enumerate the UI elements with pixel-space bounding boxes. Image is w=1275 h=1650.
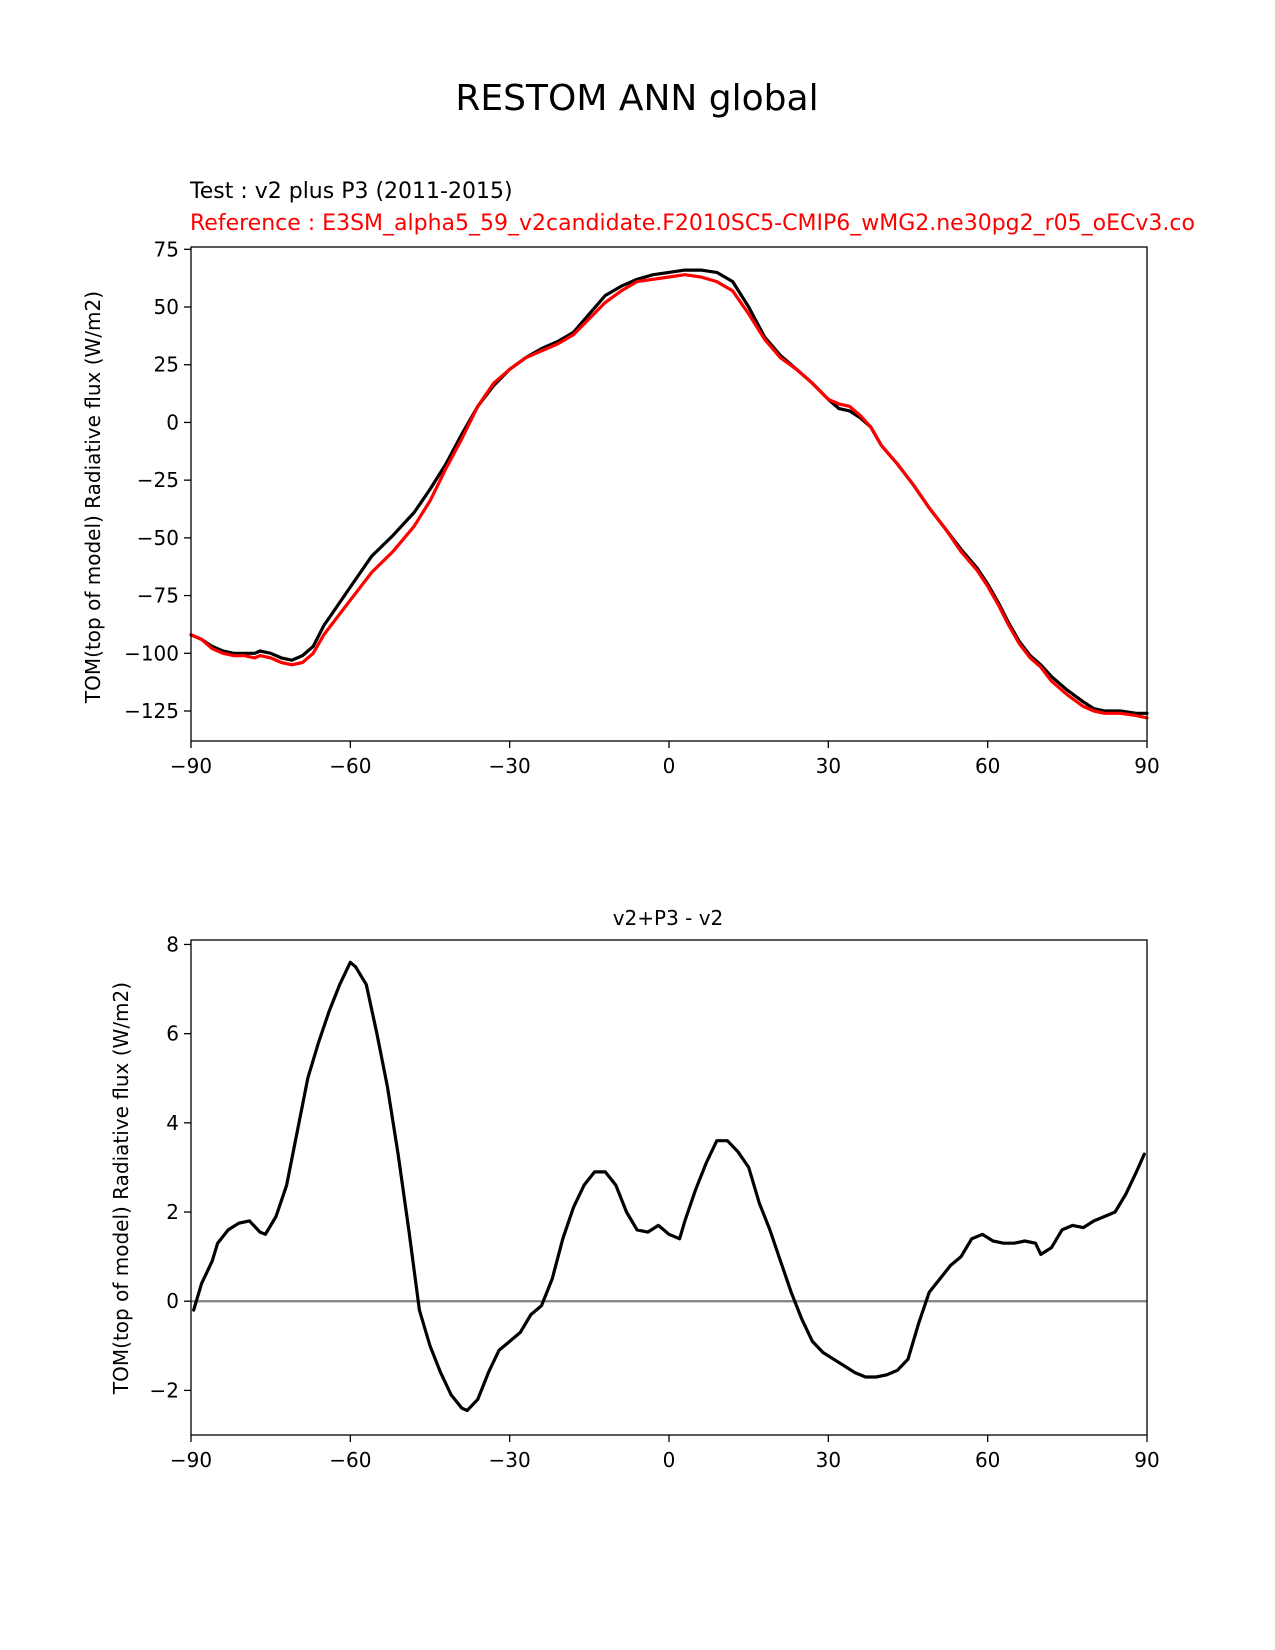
top-x-tick-label: 0 — [663, 754, 676, 778]
top-x-tick-label: 60 — [975, 754, 1000, 778]
top-y-axis-label: TOM(top of model) Radiative flux (W/m2) — [81, 291, 105, 704]
bottom-x-tick-label: 0 — [663, 1448, 676, 1472]
top-x-tick-label: −90 — [170, 754, 212, 778]
bottom-x-tick-label: 30 — [816, 1448, 841, 1472]
top-x-tick-label: −60 — [329, 754, 371, 778]
bottom-plot-area: −90 −60 −30 0 30 60 90 8 6 4 2 0 −2 — [150, 932, 1160, 1472]
top-y-tick-label: 0 — [166, 410, 179, 434]
top-plot-area: −90 −60 −30 0 30 60 90 75 50 25 0 −25 −50 −75 −100 −125 — [124, 237, 1160, 778]
top-y-tick-label: 25 — [154, 353, 179, 377]
top-x-tick-label: 30 — [816, 754, 841, 778]
top-x-tick-label: −30 — [489, 754, 531, 778]
top-y-tick-label: −100 — [124, 641, 179, 665]
top-y-tick-label: −50 — [137, 526, 179, 550]
bottom-series-v2-p3-v2 — [192, 960, 1146, 1413]
bottom-panel: v2+P3 - v2 −90 −60 −30 0 30 60 90 8 6 4 2 0 −2 TOM(t… — [109, 906, 1160, 1472]
bottom-x-tick-label: 60 — [975, 1448, 1000, 1472]
top-y-tick-label: −75 — [137, 584, 179, 608]
bottom-y-tick-label: 6 — [166, 1022, 179, 1046]
bottom-y-tick-label: 2 — [166, 1200, 179, 1224]
top-y-tick-label: 50 — [154, 295, 179, 319]
top-y-tick-label: 75 — [154, 237, 179, 261]
reference-label: Reference : E3SM_alpha5_59_v2candidate.F… — [190, 211, 1195, 236]
bottom-x-tick-label: −60 — [329, 1448, 371, 1472]
top-series-reference — [189, 273, 1149, 720]
test-label: Test : v2 plus P3 (2011-2015) — [189, 179, 513, 204]
bottom-y-tick-label: 8 — [166, 932, 179, 956]
bottom-y-tick-label: −2 — [150, 1378, 179, 1402]
bottom-y-tick-label: 0 — [166, 1289, 179, 1313]
top-panel: Test : v2 plus P3 (2011-2015) Reference … — [81, 179, 1195, 778]
bottom-x-tick-label: −90 — [170, 1448, 212, 1472]
figure-title: RESTOM ANN global — [455, 78, 818, 119]
bottom-x-tick-label: −30 — [489, 1448, 531, 1472]
top-x-tick-label: 90 — [1134, 754, 1159, 778]
bottom-y-tick-label: 4 — [166, 1111, 179, 1135]
top-y-tick-label: −25 — [137, 468, 179, 492]
bottom-panel-title: v2+P3 - v2 — [613, 906, 724, 930]
bottom-x-tick-label: 90 — [1134, 1448, 1159, 1472]
bottom-y-axis-label: TOM(top of model) Radiative flux (W/m2) — [109, 982, 133, 1395]
top-y-tick-label: −125 — [124, 699, 179, 723]
